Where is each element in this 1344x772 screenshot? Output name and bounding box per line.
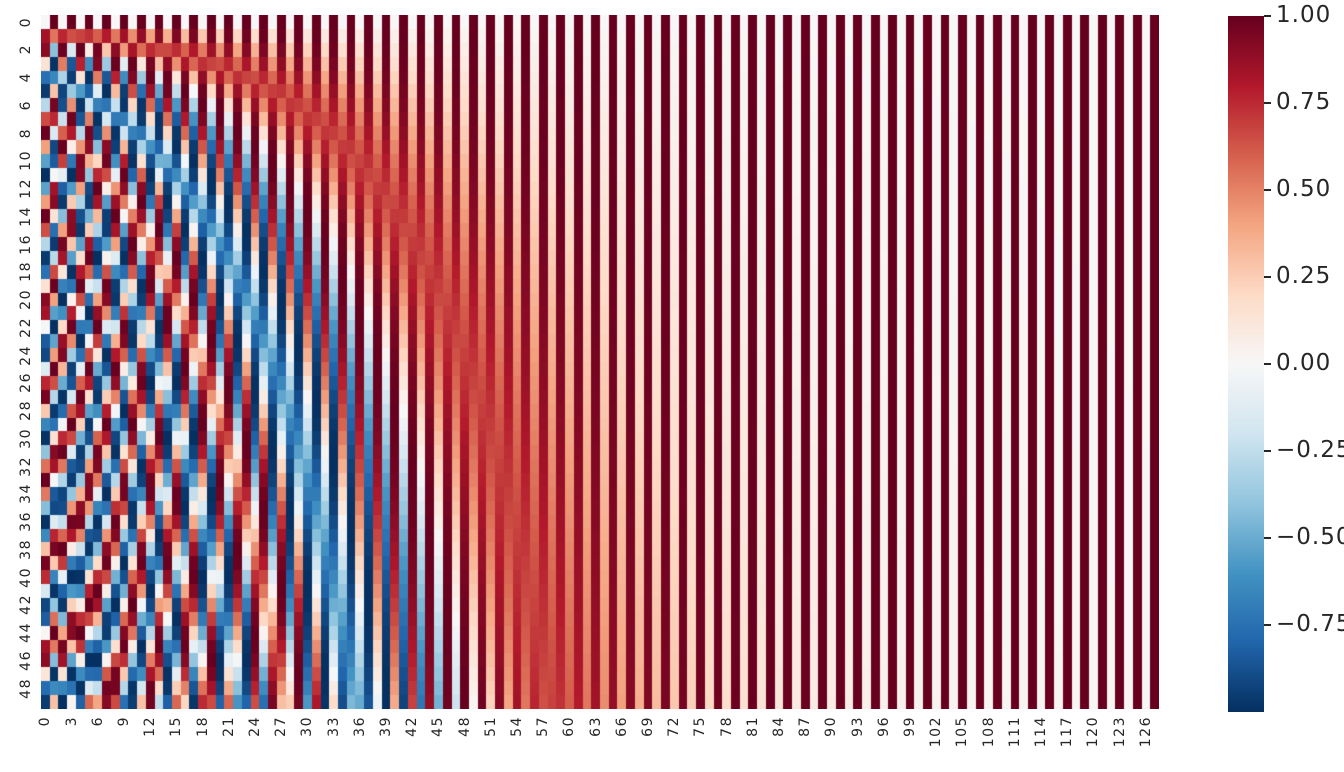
x-tick-label-text: 6: [89, 716, 106, 727]
y-tick-label-text: 26: [18, 372, 34, 394]
x-tick-label-text: 123: [1111, 716, 1128, 748]
y-tick-label-text: 12: [18, 178, 34, 199]
colorbar-tick-mark: [1264, 102, 1271, 104]
y-tick-label-text: 16: [18, 233, 34, 255]
colorbar-tick-mark: [1264, 363, 1271, 365]
y-tick-label-text: 10: [18, 150, 34, 172]
x-tick-label-text: 114: [1033, 716, 1050, 748]
y-tick-label-text: 24: [18, 344, 34, 366]
colorbar-gradient: [1228, 16, 1264, 712]
x-tick-label-text: 15: [168, 716, 185, 737]
x-tick-label-text: 108: [980, 716, 997, 748]
colorbar-tick-label: 0.00: [1276, 350, 1332, 377]
y-tick-label-text: 8: [18, 127, 34, 139]
x-tick-label-text: 75: [692, 716, 709, 737]
x-tick-label-text: 39: [378, 716, 394, 737]
x-tick-label-text: 105: [954, 716, 971, 748]
x-tick-label-text: 18: [194, 716, 211, 737]
x-tick-label-text: 33: [325, 716, 342, 737]
x-tick-label-text: 81: [744, 716, 761, 737]
x-tick-label-text: 45: [430, 716, 447, 737]
x-tick-label-text: 66: [613, 716, 630, 737]
y-tick-label-text: 32: [18, 455, 34, 477]
colorbar-tick-label: 1.00: [1276, 2, 1332, 29]
x-tick-label-text: 51: [482, 716, 499, 737]
x-tick-label-text: 36: [351, 716, 368, 737]
y-tick-label-text: 30: [18, 427, 34, 449]
y-tick-label-text: 14: [18, 205, 34, 227]
y-tick-label-text: 28: [18, 400, 34, 421]
x-tick-label-text: 21: [220, 716, 237, 737]
x-tick-label-text: 93: [849, 716, 866, 737]
y-tick-label-text: 40: [18, 566, 34, 588]
colorbar-tick-mark: [1264, 537, 1271, 539]
x-tick-label-text: 57: [535, 716, 552, 737]
x-tick-label-text: 30: [299, 716, 316, 737]
x-tick-label-text: 42: [404, 716, 421, 737]
x-tick-label-text: 60: [561, 716, 578, 737]
x-tick-label-text: 69: [640, 716, 657, 737]
colorbar-tick-label: 0.25: [1276, 263, 1332, 290]
y-tick-label-text: 18: [18, 261, 34, 283]
y-tick-label-text: 22: [18, 316, 34, 338]
colorbar-tick-label: −0.25: [1276, 437, 1344, 464]
x-tick-label-text: 9: [115, 716, 132, 727]
y-tick-label-text: 48: [18, 677, 34, 699]
x-tick-label-text: 84: [771, 716, 788, 737]
colorbar-tick-label: −0.75: [1276, 611, 1344, 638]
colorbar-tick-mark: [1264, 450, 1271, 452]
x-tick-label-text: 72: [666, 716, 683, 737]
y-tick-label-text: 20: [18, 289, 34, 310]
x-tick-label-text: 111: [1006, 716, 1023, 748]
x-tick-label-text: 63: [587, 716, 604, 737]
x-tick-label-text: 120: [1085, 716, 1102, 748]
colorbar-tick-mark: [1264, 189, 1271, 191]
colorbar-tick-mark: [1264, 276, 1271, 278]
y-tick-label-text: 38: [18, 538, 34, 560]
y-tick-label-text: 6: [18, 100, 34, 111]
colorbar-tick-mark: [1264, 624, 1271, 626]
x-tick-label-text: 126: [1137, 716, 1154, 748]
x-tick-label-text: 27: [273, 716, 290, 737]
x-tick-label-text: 48: [456, 716, 473, 737]
y-tick-label-text: 4: [18, 72, 34, 83]
x-tick-label-text: 117: [1059, 716, 1076, 748]
y-tick-label-text: 42: [18, 594, 34, 616]
x-tick-label-text: 12: [142, 716, 159, 737]
x-tick-label-text: 24: [246, 716, 263, 737]
x-tick-label-text: 90: [823, 716, 840, 737]
y-tick-label-text: 46: [18, 650, 34, 671]
heatmap-plot-area: [41, 15, 1159, 709]
colorbar-tick-mark: [1264, 15, 1271, 17]
y-tick-label-text: 44: [18, 622, 34, 644]
colorbar-tick-label: 0.50: [1276, 176, 1332, 203]
x-tick-label-text: 99: [902, 716, 919, 737]
y-tick-label-text: 36: [18, 511, 34, 533]
y-tick-label-text: 34: [18, 483, 34, 505]
x-tick-label-text: 0: [37, 716, 54, 727]
colorbar-tick-label: −0.50: [1276, 524, 1344, 551]
x-tick-label-text: 78: [718, 716, 735, 737]
x-tick-label-text: 3: [63, 716, 80, 727]
x-tick-label-text: 102: [928, 716, 945, 748]
x-tick-label-text: 96: [875, 716, 892, 737]
x-tick-label-text: 54: [509, 716, 526, 737]
colorbar-tick-label: 0.75: [1276, 89, 1332, 116]
x-tick-label-text: 87: [797, 716, 814, 737]
y-tick-label-text: 2: [18, 44, 34, 55]
y-tick-label-text: 0: [18, 16, 34, 28]
